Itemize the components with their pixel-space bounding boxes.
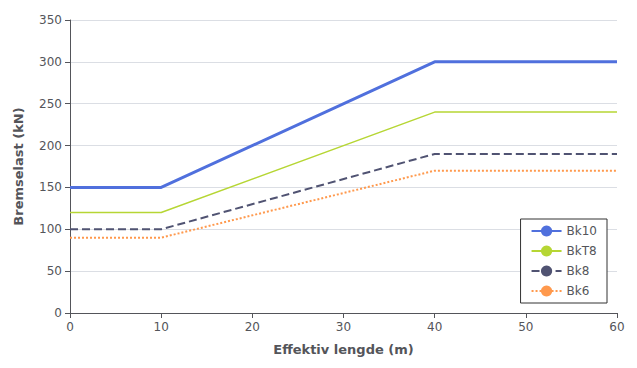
svg-text:300: 300 [39,55,62,69]
svg-text:40: 40 [427,320,442,334]
svg-text:Bremselast (kN): Bremselast (kN) [11,107,26,225]
svg-text:200: 200 [39,139,62,153]
svg-text:BkT8: BkT8 [567,244,597,258]
svg-text:0: 0 [54,306,62,320]
svg-text:30: 30 [336,320,351,334]
svg-text:0: 0 [66,320,74,334]
svg-text:100: 100 [39,222,62,236]
svg-text:350: 350 [39,13,62,27]
svg-text:150: 150 [39,180,62,194]
svg-text:10: 10 [154,320,169,334]
svg-text:Bk8: Bk8 [567,264,590,278]
svg-text:50: 50 [518,320,533,334]
svg-text:60: 60 [609,320,624,334]
svg-text:20: 20 [245,320,260,334]
svg-text:Effektiv lengde (m): Effektiv lengde (m) [273,342,413,357]
svg-text:50: 50 [47,264,62,278]
svg-text:Bk6: Bk6 [567,284,590,298]
svg-text:Bk10: Bk10 [567,224,597,238]
svg-text:250: 250 [39,97,62,111]
